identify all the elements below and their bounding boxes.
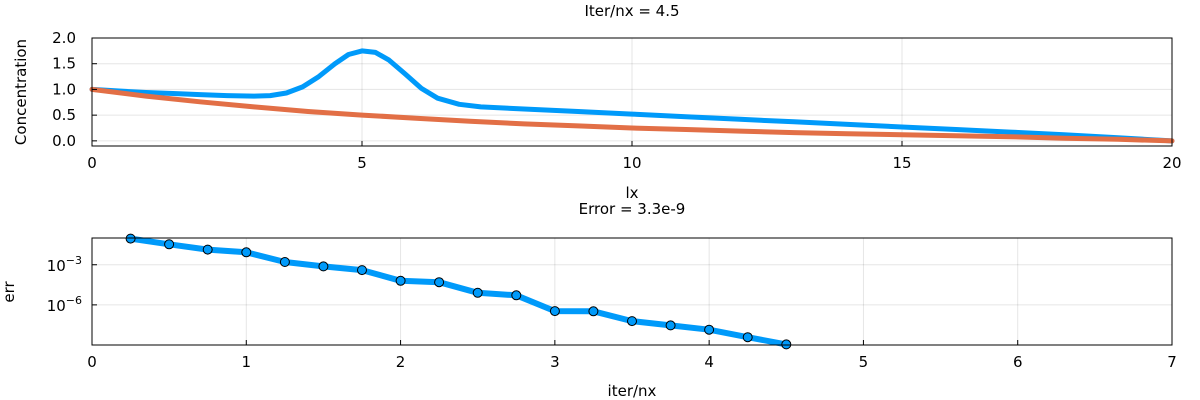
top-y-tick-label: 0.5 [52,106,76,124]
top-ticks: 0 5 10 15 20 0.0 0.5 1.0 1.5 2.0 [52,29,1181,172]
bottom-series [127,235,790,348]
bottom-data-point [549,306,560,317]
error-panel: Error = 3.3e-9 0 1 2 3 4 5 6 710−310−6 iter/nx … [0,200,1177,400]
bottom-data-point [665,320,676,331]
bottom-x-tick-label: 0 [87,353,97,371]
bottom-data-point [434,277,445,288]
top-x-tick-label: 0 [87,154,97,172]
bottom-data-point [704,324,715,335]
bottom-data-point [511,290,522,301]
top-x-tick-label: 5 [357,154,367,172]
top-y-tick-label: 0.0 [52,132,76,150]
bottom-plot-frame [91,237,1173,346]
bottom-x-tick-label: 2 [396,353,406,371]
top-y-axis-title: Concentration [12,39,30,145]
bottom-chart-title: Error = 3.3e-9 [579,200,686,218]
top-x-tick-label: 15 [892,154,911,172]
bottom-data-point [164,239,175,250]
bottom-data-point [318,261,329,272]
bottom-x-tick-label: 4 [704,353,714,371]
bottom-x-tick-label: 1 [242,353,252,371]
bottom-data-point [627,316,637,327]
top-series-line-1 [89,48,1175,144]
bottom-data-point [588,306,599,317]
bottom-y-tick-label: 10−6 [47,294,82,315]
top-series-line-2 [89,86,1175,144]
bottom-x-tick-label: 6 [1013,353,1023,371]
bottom-data-point [279,257,290,267]
bottom-series-line-1 [127,235,790,348]
bottom-data-point [742,332,753,343]
bottom-data-point [241,247,252,258]
bottom-x-axis-title: iter/nx [608,382,657,400]
bottom-data-point [357,265,367,276]
bottom-data-point [125,233,136,244]
bottom-y-axis-title: err [0,281,18,303]
bottom-data-point [395,275,406,286]
bottom-x-tick-label: 5 [859,353,869,371]
bottom-ticks: 0 1 2 3 4 5 6 7 10−3 10−6 [47,254,1177,371]
concentration-panel: Iter/nx = 4.5 0 5 10 15 20 0.0 0.5 1.0 1.5 2.0 lx… [12,2,1182,202]
top-x-tick-label: 10 [622,154,641,172]
bottom-data-point [472,287,483,298]
top-y-tick-label: 1.0 [52,80,76,98]
bottom-data-point [202,244,213,255]
top-y-tick-label: 2.0 [52,29,76,47]
top-x-tick-label: 20 [1162,154,1181,172]
bottom-x-tick-label: 7 [1167,353,1177,371]
top-y-tick-label: 1.5 [52,55,76,73]
bottom-data-point [781,339,792,350]
bottom-x-tick-label: 3 [550,353,560,371]
top-x-axis-title: lx [625,184,638,202]
top-chart-title: Iter/nx = 4.5 [584,2,679,20]
bottom-markers [125,233,792,350]
bottom-y-tick-label: 10−3 [47,254,82,275]
top-series [89,48,1175,144]
